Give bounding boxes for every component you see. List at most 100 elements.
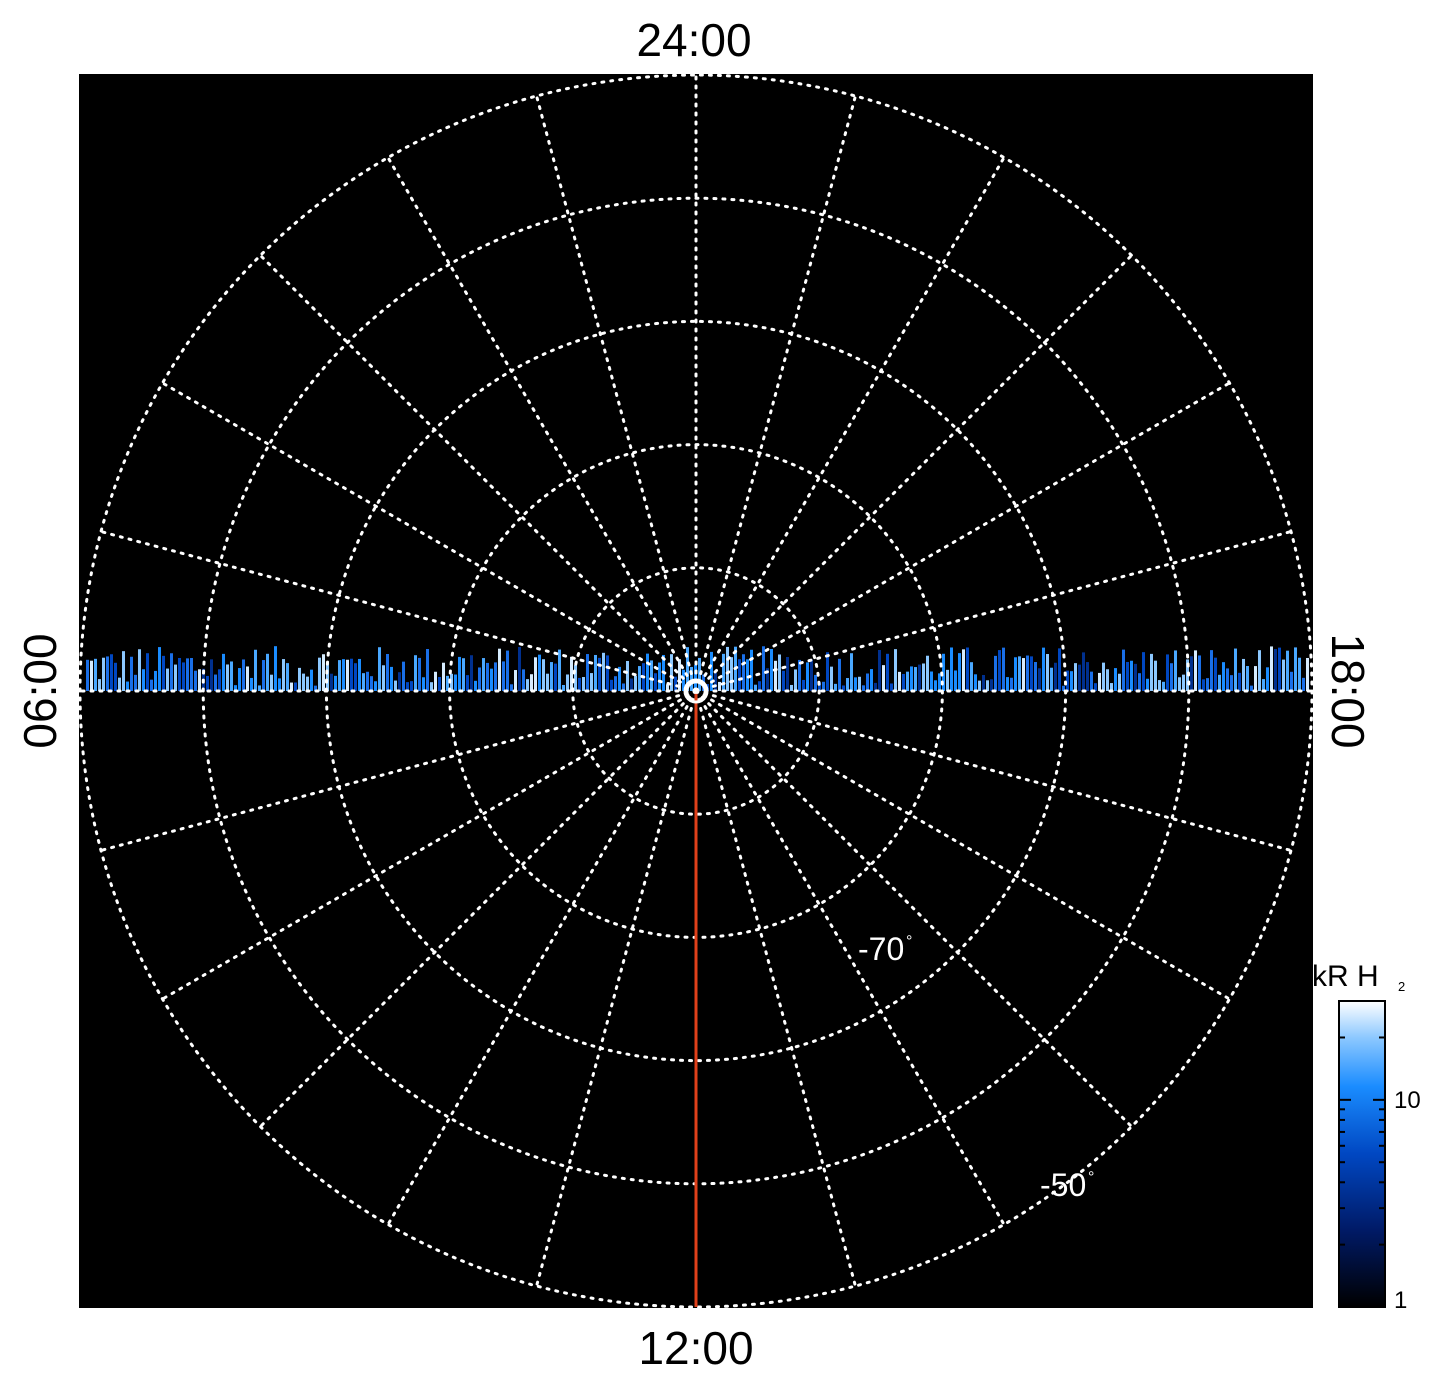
heatmap-streak <box>946 669 949 691</box>
heatmap-streak <box>906 671 909 691</box>
heatmap-streak <box>218 669 221 691</box>
colorbar: kR H 2 10 1 <box>1312 960 1421 1314</box>
heatmap-streak <box>194 670 197 691</box>
heatmap-streak <box>714 672 717 691</box>
heatmap-streak <box>566 674 569 691</box>
heatmap-streak <box>1042 647 1045 691</box>
heatmap-streak <box>678 659 681 691</box>
heatmap-streak <box>230 661 233 691</box>
heatmap-streak <box>430 682 433 691</box>
heatmap-streak <box>1226 668 1229 691</box>
heatmap-streak <box>802 679 805 691</box>
heatmap-streak <box>1086 662 1089 691</box>
heatmap-streak <box>198 669 201 691</box>
heatmap-streak <box>1014 657 1017 691</box>
heatmap-streak <box>1082 652 1085 691</box>
heatmap-streak <box>830 666 833 691</box>
heatmap-streak <box>1038 668 1041 691</box>
lat-label-unit: ° <box>1088 1169 1094 1186</box>
heatmap-streak <box>654 673 657 691</box>
heatmap-streak <box>258 685 261 691</box>
colorbar-gradient <box>1338 1000 1386 1308</box>
heatmap-streak <box>690 666 693 691</box>
heatmap-streak <box>1074 663 1077 691</box>
heatmap-streak <box>938 673 941 691</box>
heatmap-streak <box>1130 660 1133 691</box>
heatmap-streak <box>386 653 389 691</box>
heatmap-streak <box>1046 654 1049 691</box>
heatmap-streak <box>1202 679 1205 691</box>
heatmap-streak <box>770 649 773 691</box>
heatmap-streak <box>1094 683 1097 691</box>
heatmap-streak <box>978 680 981 691</box>
heatmap-streak <box>902 673 905 691</box>
heatmap-streak <box>990 679 993 691</box>
heatmap-streak <box>562 684 565 691</box>
heatmap-streak <box>574 664 577 691</box>
heatmap-streak <box>1274 649 1277 691</box>
heatmap-streak <box>354 663 357 691</box>
heatmap-streak <box>278 678 281 691</box>
local-time-meridian <box>694 689 1231 1001</box>
heatmap-streak <box>438 676 441 691</box>
heatmap-streak <box>1118 673 1121 691</box>
heatmap-streak <box>782 670 785 691</box>
heatmap-streak <box>930 671 933 691</box>
heatmap-streak <box>322 654 325 691</box>
local-time-meridian <box>694 689 1006 1226</box>
heatmap-streak <box>1294 647 1297 691</box>
heatmap-streak <box>286 663 289 691</box>
heatmap-streak <box>1218 674 1221 691</box>
heatmap-streak <box>558 649 561 691</box>
heatmap-streak <box>154 670 157 691</box>
heatmap-streak <box>490 668 493 691</box>
heatmap-streak <box>1006 677 1009 691</box>
heatmap-streak <box>774 660 777 691</box>
heatmap-streak <box>1010 677 1013 691</box>
heatmap-streak <box>390 666 393 691</box>
heatmap-streak <box>950 647 953 691</box>
heatmap-streak <box>246 666 249 691</box>
heatmap-streak <box>886 653 889 691</box>
heatmap-streak <box>310 669 313 691</box>
heatmap-streak <box>318 657 321 691</box>
colorbar-ticks <box>1339 1000 1385 1308</box>
heatmap-streak <box>1246 666 1249 691</box>
heatmap-streak <box>926 655 929 691</box>
heatmap-streak <box>478 667 481 691</box>
heatmap-streak <box>646 653 649 691</box>
heatmap-streak <box>898 671 901 691</box>
heatmap-streak <box>130 656 133 691</box>
heatmap-streak <box>722 653 725 691</box>
heatmap-streak <box>806 662 809 691</box>
heatmap-streak <box>1198 655 1201 691</box>
time-label-top: 24:00 <box>636 14 751 66</box>
heatmap-streak <box>1070 671 1073 691</box>
heatmap-streak <box>1122 649 1125 691</box>
heatmap-streak <box>226 664 229 691</box>
heatmap-streak <box>138 649 141 691</box>
heatmap-streak <box>1258 650 1261 691</box>
heatmap-streak <box>658 662 661 691</box>
heatmap-streak <box>750 649 753 691</box>
heatmap-streak <box>422 677 425 691</box>
heatmap-streak <box>842 685 845 691</box>
heatmap-streak <box>382 665 385 691</box>
heatmap-streak <box>98 679 101 691</box>
heatmap-streak <box>934 680 937 691</box>
heatmap-streak <box>1306 657 1309 691</box>
heatmap-streak <box>610 679 613 691</box>
heatmap-streak <box>358 658 361 691</box>
heatmap-streak <box>626 660 629 691</box>
heatmap-streak <box>534 657 537 691</box>
heatmap-streak <box>554 663 557 691</box>
heatmap-streak <box>1170 663 1173 691</box>
heatmap-streak <box>1278 647 1281 691</box>
heatmap-streak <box>686 647 689 691</box>
heatmap-streak <box>302 673 305 691</box>
latitude-label-50: -50 ° <box>1040 1167 1094 1203</box>
heatmap-streak <box>538 654 541 691</box>
colorbar-title-subscript: 2 <box>1398 979 1405 994</box>
heatmap-streak <box>710 651 713 691</box>
local-time-meridian <box>258 689 698 1129</box>
